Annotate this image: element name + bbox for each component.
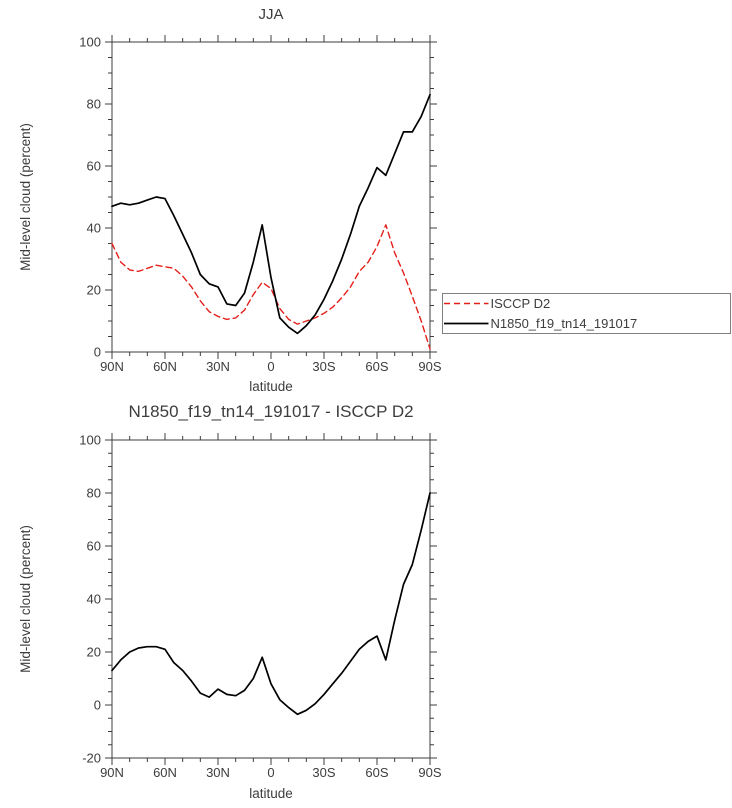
x-tick-label: 60N [153, 359, 177, 374]
isccp-d2-line [111, 224, 431, 350]
bottom-chart: -20 0 20 40 60 80 100 90N 60N 30N 0 30S 60S 90S N1850_… [18, 402, 442, 801]
x-tick-label: 30N [206, 765, 230, 780]
n1850-f19-tn14-191017-line [111, 93, 431, 335]
x-tick-label: 0 [267, 765, 274, 780]
x-tick-label: 90S [418, 359, 441, 374]
y-tick-label: 100 [79, 433, 101, 448]
x-tick-label: 60N [153, 765, 177, 780]
y-tick-label: 80 [87, 486, 101, 501]
legend-label: ISCCP D2 [491, 296, 551, 311]
x-tick-label: 90N [100, 359, 124, 374]
y-tick-label: 40 [87, 592, 101, 607]
y-tick-label: 0 [94, 345, 101, 360]
x-tick-label: 0 [267, 359, 274, 374]
y-axis-label: Mid-level cloud (percent) [18, 525, 33, 673]
chart-title: JJA [258, 6, 283, 23]
x-axis-label: latitude [249, 379, 293, 394]
y-tick-label: 0 [94, 698, 101, 713]
y-tick-label: 40 [87, 221, 101, 236]
x-tick-label: 30N [206, 359, 230, 374]
y-tick-label: -20 [82, 751, 101, 766]
y-tick-label: 80 [87, 97, 101, 112]
y-tick-label: 60 [87, 539, 101, 554]
y-tick-label: 100 [79, 35, 101, 50]
legend-box [442, 293, 731, 334]
x-tick-label: 60S [365, 359, 388, 374]
y-axis-label: Mid-level cloud (percent) [18, 123, 33, 271]
y-tick-label: 20 [87, 283, 101, 298]
chart-title: N1850_f19_tn14_191017 - ISCCP D2 [128, 402, 413, 421]
x-tick-label: 90N [100, 765, 124, 780]
y-tick-label: 60 [87, 159, 101, 174]
x-tick-label: 90S [418, 765, 441, 780]
x-axis-label: latitude [249, 786, 293, 801]
legend-label: N1850_f19_tn14_191017 [491, 316, 638, 331]
bottom-series-0-line [111, 492, 431, 716]
x-tick-label: 60S [365, 765, 388, 780]
top-chart: 0 20 40 60 80 100 90N 60N 30N 0 30S 60S 90S JJA Mid-le… [18, 6, 731, 394]
x-tick-label: 30S [312, 765, 335, 780]
plot-frame [111, 439, 431, 759]
x-tick-label: 30S [312, 359, 335, 374]
y-tick-label: 20 [87, 645, 101, 660]
